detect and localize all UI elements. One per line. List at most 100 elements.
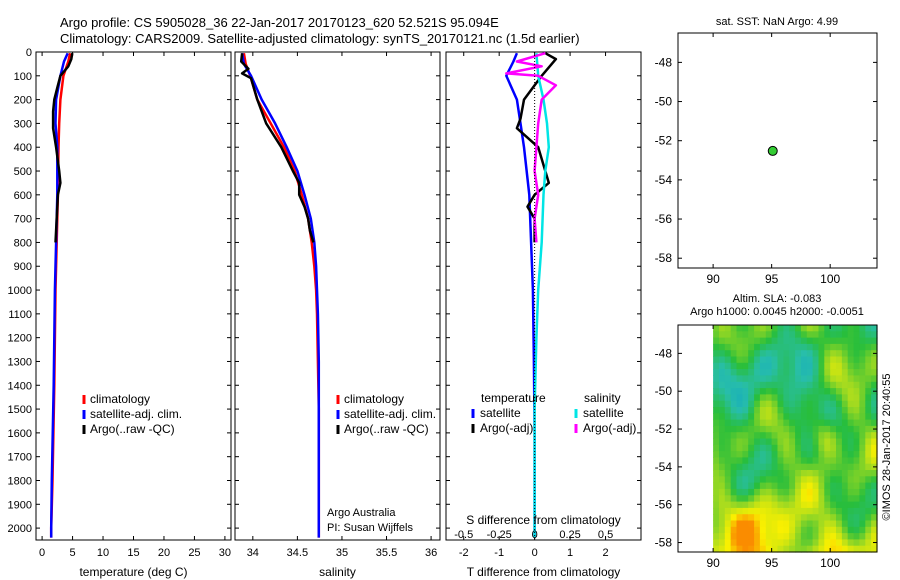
heatmap-cell <box>812 350 820 358</box>
heatmap-cell <box>836 463 843 471</box>
heatmap-cell <box>795 325 802 332</box>
y-tick-label: 1700 <box>8 452 32 464</box>
heatmap-cell <box>818 533 825 540</box>
heatmap-cell <box>736 407 743 414</box>
heatmap-cell <box>789 501 796 509</box>
series-line <box>242 52 321 538</box>
heatmap-cell <box>730 369 738 376</box>
heatmap-cell <box>795 488 802 496</box>
heatmap-cell <box>754 419 761 427</box>
heatmap-cell <box>783 539 790 547</box>
heatmap-cell <box>818 501 825 509</box>
heatmap-cell <box>824 520 831 528</box>
heatmap-cell <box>847 375 855 383</box>
heatmap-cell <box>789 400 796 408</box>
heatmap-cell <box>771 501 779 509</box>
heatmap-cell <box>853 444 861 452</box>
heatmap-cell <box>719 501 726 509</box>
heatmap-cell <box>853 545 861 553</box>
heatmap-cell <box>730 520 738 528</box>
heatmap-cell <box>853 432 861 440</box>
heatmap-cell <box>836 444 843 452</box>
heatmap-cell <box>719 337 726 345</box>
heatmap-cell <box>759 470 767 477</box>
heatmap-cell <box>812 533 820 540</box>
heatmap-cell <box>719 331 726 339</box>
heatmap-cell <box>830 488 837 496</box>
heatmap-cell <box>742 514 749 522</box>
heatmap-cell <box>789 470 796 477</box>
heatmap-cell <box>806 362 814 370</box>
heatmap-cell <box>818 514 825 522</box>
heatmap-cell <box>748 325 755 332</box>
x-tick-label: 20 <box>158 547 170 559</box>
heatmap-cell <box>713 369 720 376</box>
credit-text: ©IMOS 28-Jan-2017 20:40:55 <box>881 374 893 521</box>
heatmap-cell <box>812 514 820 522</box>
heatmap-cell <box>777 362 784 370</box>
heatmap-cell <box>836 432 843 440</box>
heatmap-cell <box>742 369 749 376</box>
heatmap-cell <box>871 451 878 458</box>
heatmap-cell <box>795 369 802 376</box>
heatmap-cell <box>800 369 808 376</box>
heatmap-cell <box>713 495 720 503</box>
heatmap-cell <box>795 539 802 547</box>
heatmap-cell <box>719 476 726 484</box>
heatmap-cell <box>724 375 732 383</box>
heatmap-cell <box>759 451 767 458</box>
s-axis-label: S difference from climatology <box>466 513 621 527</box>
heatmap-cell <box>841 413 849 421</box>
sst-map-panel: 90 95 100 -48 -50 -52 -54 -56 -58 <box>655 32 878 286</box>
s-tick-label: 0.5 <box>598 529 613 541</box>
heatmap-cell <box>713 501 720 509</box>
heatmap-cell <box>736 350 743 358</box>
heatmap-cell <box>754 488 761 496</box>
heatmap-cell <box>853 419 861 427</box>
heatmap-cell <box>724 545 732 553</box>
heatmap-cell <box>824 495 831 503</box>
heatmap-cell <box>754 501 761 509</box>
heatmap-cell <box>783 533 790 540</box>
heatmap-cell <box>865 394 872 402</box>
heatmap-cell <box>795 375 802 383</box>
heatmap-cell <box>800 432 808 440</box>
heatmap-cell <box>759 476 767 484</box>
heatmap-cell <box>742 526 749 534</box>
heatmap-cell <box>865 375 872 383</box>
heatmap-cell <box>789 463 796 471</box>
heatmap-cell <box>713 400 720 408</box>
heatmap-cell <box>871 470 878 477</box>
heatmap-cell <box>730 331 738 339</box>
heatmap-cell <box>759 381 767 389</box>
heatmap-cell <box>783 545 790 553</box>
heatmap-cell <box>824 425 831 433</box>
heatmap-cell <box>736 470 743 477</box>
heatmap-cell <box>719 514 726 522</box>
heatmap-cell <box>824 407 831 414</box>
heatmap-cell <box>759 375 767 383</box>
heatmap-cell <box>841 425 849 433</box>
heatmap-cell <box>765 482 773 490</box>
heatmap-cell <box>824 507 831 515</box>
heatmap-cell <box>865 362 872 370</box>
heatmap-cell <box>795 381 802 389</box>
heatmap-cell <box>789 343 796 351</box>
heatmap-cell <box>754 394 761 402</box>
heatmap-cell <box>730 394 738 402</box>
heatmap-cell <box>841 520 849 528</box>
y-tick-label: 300 <box>14 118 32 130</box>
heatmap-cell <box>742 425 749 433</box>
heatmap-cell <box>859 432 866 440</box>
heatmap-cell <box>777 495 784 503</box>
heatmap-cell <box>713 394 720 402</box>
heatmap-cell <box>742 463 749 471</box>
heatmap-cell <box>847 470 855 477</box>
heatmap-cell <box>824 432 831 440</box>
heatmap-cell <box>748 362 755 370</box>
heatmap-cell <box>736 533 743 540</box>
heatmap-cell <box>736 419 743 427</box>
heatmap-cell <box>818 539 825 547</box>
heatmap-cell <box>818 425 825 433</box>
heatmap-cell <box>724 394 732 402</box>
